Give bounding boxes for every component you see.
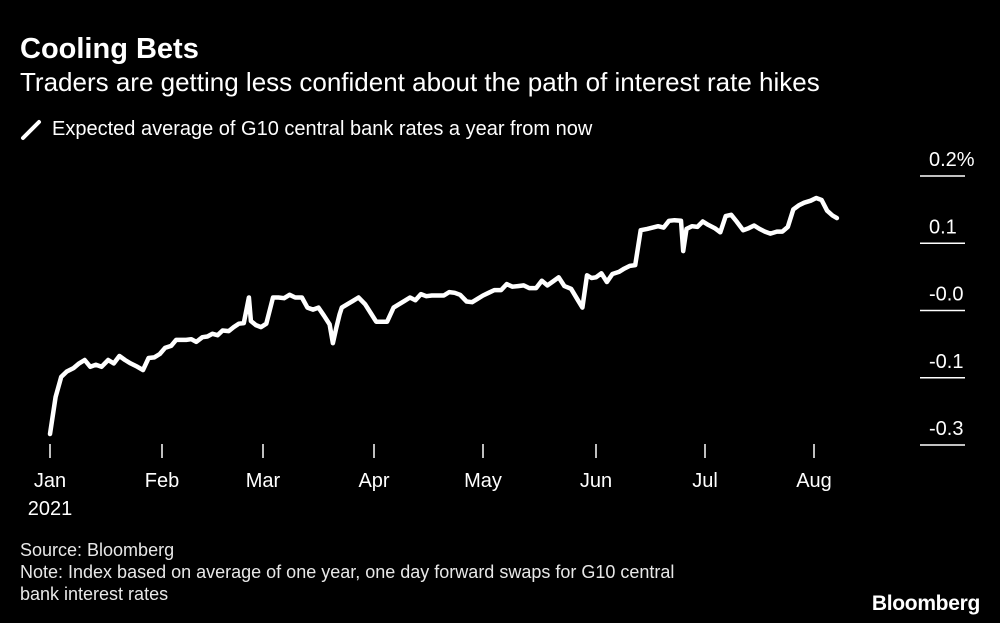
y-tick-label: 0.2%: [929, 149, 975, 171]
y-tick-label: -0.1: [929, 351, 963, 373]
y-tick-label: 0.1: [929, 216, 957, 238]
chart-title: Cooling Bets: [20, 33, 199, 65]
method-note-line1: Note: Index based on average of one year…: [20, 562, 675, 582]
legend-line-icon: [20, 119, 42, 141]
legend-label: Expected average of G10 central bank rat…: [52, 118, 593, 140]
y-axis: 0.2% 0.1 -0.0 -0.1 -0.3: [920, 149, 975, 446]
method-note-line2: bank interest rates: [20, 584, 169, 604]
x-tick-label: Feb: [145, 470, 179, 492]
chart-subtitle: Traders are getting less confident about…: [20, 67, 820, 97]
x-tick-label: Jul: [692, 470, 718, 492]
x-tick-label: Aug: [796, 470, 832, 492]
x-tick-label: Apr: [358, 470, 389, 492]
series-line: [47, 195, 840, 437]
x-tick-label: Mar: [246, 470, 281, 492]
y-tick-label: -0.3: [929, 418, 963, 440]
source-note: Source: Bloomberg: [20, 540, 175, 560]
y-tick-label: -0.0: [929, 284, 963, 306]
x-tick-sublabel: 2021: [28, 498, 73, 520]
bloomberg-logo: Bloomberg: [871, 592, 980, 615]
legend: Expected average of G10 central bank rat…: [20, 118, 592, 141]
footnote: Source: Bloomberg Note: Index based on a…: [20, 539, 674, 605]
x-axis: Jan 2021 Feb Mar Apr May Jun Jul Aug: [28, 444, 832, 520]
x-tick-label: Jun: [580, 470, 612, 492]
x-tick-label: May: [464, 470, 502, 492]
x-tick-label: Jan: [34, 470, 66, 492]
